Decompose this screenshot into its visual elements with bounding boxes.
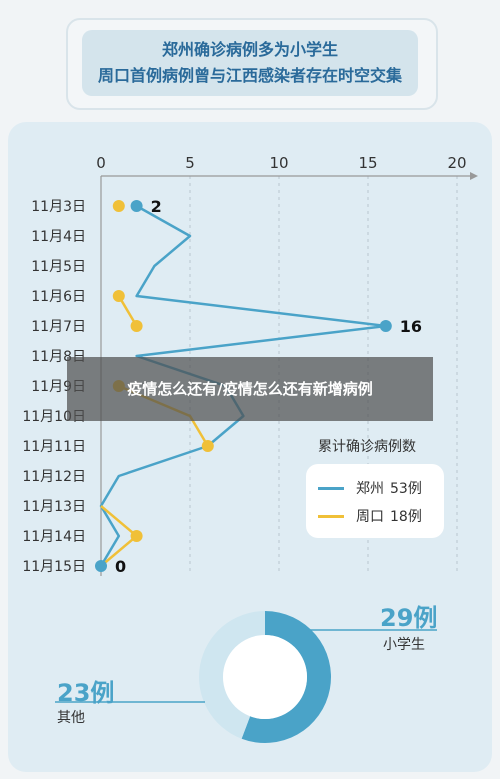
donut-rest-value: 23例	[57, 679, 115, 707]
point-zhoukou	[201, 440, 214, 452]
category-label: 11月5日	[31, 259, 86, 275]
point-zhoukou	[112, 290, 125, 302]
donut-slice-0	[241, 611, 331, 744]
donut-slice-1	[198, 611, 265, 739]
data-label: 2	[151, 197, 162, 216]
category-label: 11月15日	[22, 559, 86, 575]
x-tick-label: 10	[269, 154, 288, 172]
category-label: 11月3日	[31, 199, 86, 215]
category-label: 11月14日	[22, 529, 86, 545]
legend-box: 郑州 53例 周口 18例	[306, 464, 444, 538]
title-line-1: 郑州确诊病例多为小学生	[161, 40, 338, 59]
point-zhoukou	[130, 320, 143, 332]
legend-line-zhoukou	[318, 514, 344, 518]
donut-rest-label: 其他	[57, 710, 85, 726]
legend-value-zhoukou: 18例	[390, 509, 422, 525]
category-label: 11月4日	[31, 229, 86, 245]
legend-name-zhoukou: 周口	[356, 509, 384, 525]
point-zhoukou	[112, 200, 125, 212]
title-banner: 郑州确诊病例多为小学生 周口首例病例曾与江西感染者存在时空交集	[82, 30, 418, 96]
category-label: 11月13日	[22, 499, 86, 515]
x-tick-label: 20	[447, 154, 466, 172]
category-label: 11月6日	[31, 289, 86, 305]
legend-row-zhengzhou: 郑州 53例	[318, 478, 422, 498]
legend-name-zhengzhou: 郑州	[356, 481, 384, 497]
legend-row-zhoukou: 周口 18例	[318, 506, 422, 526]
point-zhoukou	[130, 530, 143, 542]
donut-main-label: 小学生	[383, 637, 425, 653]
point-zhengzhou	[130, 200, 143, 212]
data-label: 0	[115, 557, 126, 576]
x-tick-label: 15	[358, 154, 377, 172]
donut-main-value: 29例	[380, 604, 438, 632]
legend-value-zhengzhou: 53例	[390, 481, 422, 497]
category-label: 11月11日	[22, 439, 86, 455]
overlay-caption: 疫情怎么还有/疫情怎么还有新增病例	[67, 357, 433, 421]
point-zhengzhou	[95, 560, 107, 572]
donut-hole	[223, 635, 307, 719]
category-label: 11月7日	[31, 319, 86, 335]
x-tick-label: 5	[185, 154, 195, 172]
title-line-2: 周口首例病例曾与江西感染者存在时空交集	[97, 66, 402, 85]
point-zhengzhou	[379, 320, 392, 332]
legend-line-zhengzhou	[318, 486, 344, 490]
x-axis-arrow	[470, 172, 478, 180]
data-label: 16	[400, 317, 422, 336]
legend-title: 累计确诊病例数	[318, 439, 416, 455]
category-label: 11月12日	[22, 469, 86, 485]
x-tick-label: 0	[96, 154, 106, 172]
